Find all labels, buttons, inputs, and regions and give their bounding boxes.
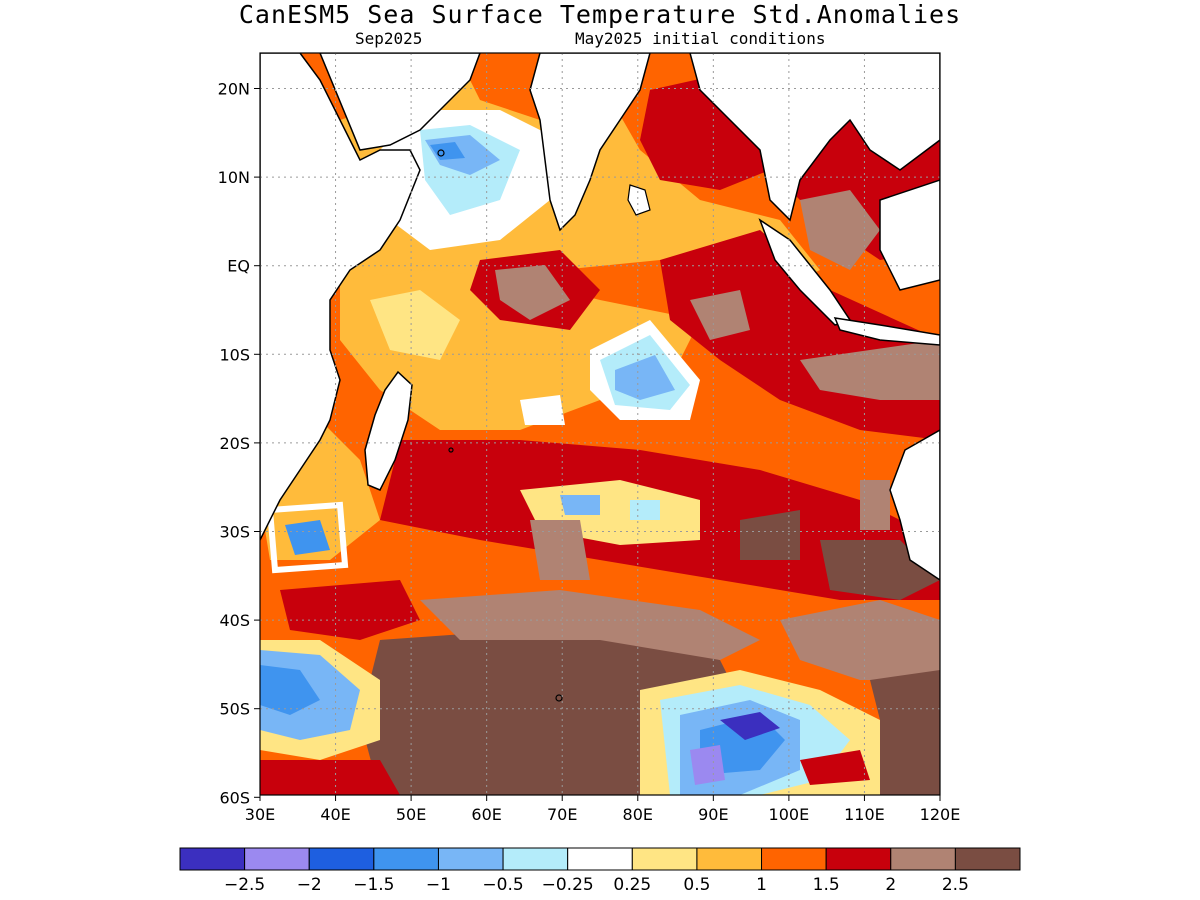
gridlines	[260, 53, 940, 795]
lat-label: 50S	[219, 700, 250, 719]
lat-label: 60S	[219, 788, 250, 807]
field-patch	[420, 590, 760, 660]
colorbar-swatch	[567, 847, 633, 871]
lon-label: 110E	[844, 805, 885, 824]
colorbar-label: 2	[885, 875, 896, 895]
colorbar-label: −2.5	[224, 875, 265, 895]
field-patch	[800, 750, 870, 785]
colorbar-swatch	[179, 847, 246, 871]
field-patch	[280, 580, 420, 640]
lat-label: 20N	[218, 80, 250, 99]
india-land	[529, 53, 651, 232]
se-asia-land	[689, 53, 940, 222]
lon-label: 120E	[920, 805, 961, 824]
field-patch	[370, 290, 460, 360]
colorbar-swatch	[890, 847, 956, 871]
lat-label: 20S	[219, 434, 250, 453]
colorbar: −2.5 −2 −1.5 −1 −0.5 −0.25 0.25 0.5 1 1.5 2 2.5	[179, 847, 1021, 895]
field-patch	[560, 495, 600, 515]
kerguelen-island	[555, 694, 563, 702]
colorbar-swatch	[696, 847, 763, 871]
forecast-month: Sep2025	[355, 29, 423, 48]
lat-label: 10S	[219, 345, 250, 364]
colorbar-label: −2	[297, 875, 322, 895]
field-patch	[800, 190, 880, 270]
field-patch	[495, 265, 570, 320]
colorbar-label: −0.25	[542, 875, 594, 895]
colorbar-label: −1	[426, 875, 451, 895]
chart-title: CanESM5 Sea Surface Temperature Std.Anom…	[238, 0, 962, 29]
colorbar-label: 0.25	[613, 875, 651, 895]
colorbar-swatch	[761, 847, 827, 871]
lon-label: 30E	[245, 805, 275, 824]
field-patch	[860, 480, 890, 530]
lat-label: 40S	[219, 611, 250, 630]
sri-lanka-land	[627, 184, 651, 216]
colorbar-swatch	[502, 847, 569, 871]
lon-label: 90E	[698, 805, 728, 824]
lat-label: EQ	[227, 257, 250, 276]
colorbar-swatch	[954, 847, 1021, 871]
colorbar-label: 1.5	[813, 875, 840, 895]
colorbar-swatch	[373, 847, 439, 871]
field-patch	[530, 520, 590, 580]
field-patch	[800, 340, 940, 400]
axis-ticks: 30E 40E 50E 60E 70E 80E 90E 100E 110E 120E 20N 10N E…	[218, 80, 961, 825]
lon-label: 100E	[769, 805, 810, 824]
colorbar-swatch	[631, 847, 698, 871]
lat-label: 30S	[219, 523, 250, 542]
plot-frame	[259, 52, 941, 796]
lon-label: 80E	[623, 805, 653, 824]
colorbar-swatch	[308, 847, 375, 871]
field-patch	[720, 712, 780, 740]
australia-land	[889, 429, 940, 581]
lon-label: 70E	[547, 805, 577, 824]
borneo-land	[879, 179, 940, 291]
field-patch	[260, 665, 320, 715]
field-patch	[740, 510, 800, 560]
initial-conditions: May2025 initial conditions	[575, 29, 826, 48]
colorbar-label: 2.5	[942, 875, 969, 895]
colorbar-label: 1	[756, 875, 767, 895]
field-patch	[870, 670, 940, 795]
field-patch	[285, 520, 330, 555]
colorbar-swatch	[437, 847, 504, 871]
socotra-island	[437, 149, 445, 157]
colorbar-label: −0.5	[482, 875, 523, 895]
lon-label: 60E	[471, 805, 501, 824]
field-patch	[690, 290, 750, 340]
lat-label: 10N	[218, 168, 250, 187]
lon-label: 40E	[320, 805, 350, 824]
sst-field	[260, 53, 940, 795]
colorbar-label: −1.5	[353, 875, 394, 895]
lon-label: 50E	[396, 805, 426, 824]
colorbar-label: 0.5	[683, 875, 710, 895]
madagascar-land	[364, 370, 413, 491]
colorbar-swatch	[244, 847, 310, 871]
field-patch	[630, 500, 660, 520]
mauritius-island	[448, 447, 454, 453]
field-patch	[260, 760, 400, 795]
arabia-land	[319, 53, 481, 151]
field-patch	[520, 395, 565, 425]
java-land	[833, 317, 940, 346]
africa-land	[260, 53, 421, 541]
field-patch	[266, 501, 349, 574]
field-patch	[690, 745, 725, 785]
field-patch	[615, 355, 675, 400]
colorbar-swatch	[825, 847, 892, 871]
